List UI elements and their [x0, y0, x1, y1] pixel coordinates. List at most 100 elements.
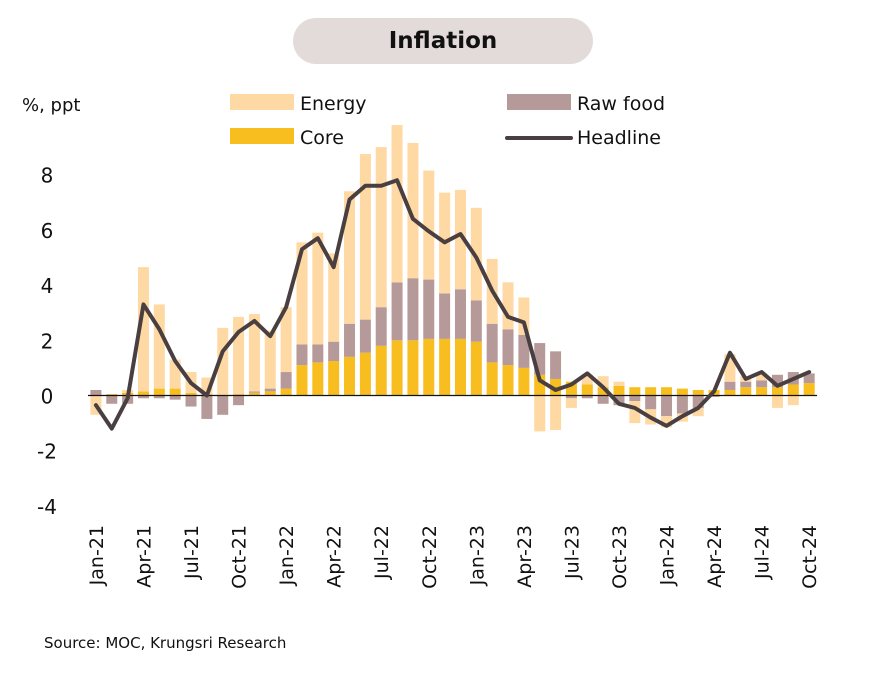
- chart-title-pill: Inflation: [293, 18, 593, 64]
- bar-energy: [201, 377, 213, 395]
- y-tick-label: 6: [41, 219, 54, 243]
- x-tick-label: Jan-23: [466, 525, 488, 586]
- bar-core: [248, 392, 260, 396]
- bar-raw-food: [534, 343, 546, 375]
- bar-raw-food: [312, 344, 324, 363]
- bar-raw-food: [106, 395, 118, 404]
- bar-core: [153, 388, 165, 396]
- bar-core: [502, 365, 514, 396]
- source-note: Source: MOC, Krungsri Research: [44, 634, 287, 652]
- bar-energy: [756, 373, 768, 381]
- bar-core: [312, 362, 324, 396]
- bar-energy: [661, 416, 673, 428]
- bar-raw-food: [550, 351, 562, 379]
- bar-energy: [217, 327, 229, 396]
- bar-core: [423, 338, 435, 396]
- bar-energy: [692, 407, 704, 417]
- y-tick-label: 4: [41, 274, 54, 298]
- bar-raw-food: [692, 395, 704, 408]
- bar-raw-food: [296, 344, 308, 366]
- bar-energy: [581, 374, 593, 385]
- bar-energy: [550, 395, 562, 430]
- bar-raw-food: [645, 395, 657, 410]
- bar-raw-food: [344, 323, 356, 357]
- bar-energy: [771, 395, 783, 408]
- x-tick-label: Apr-23: [514, 525, 536, 588]
- bar-core: [740, 387, 752, 396]
- bar-energy: [312, 232, 324, 345]
- bar-energy: [248, 314, 260, 392]
- bar-raw-food: [565, 395, 577, 399]
- bar-raw-food: [391, 282, 403, 341]
- bar-core: [280, 388, 292, 396]
- x-tick-label: Oct-24: [799, 525, 821, 589]
- headline-line: [93, 178, 812, 431]
- bar-core: [581, 384, 593, 396]
- bar-core: [518, 367, 530, 396]
- legend-label-energy: Energy: [300, 93, 367, 115]
- bar-core: [645, 387, 657, 396]
- legend-label-core: Core: [300, 127, 344, 149]
- bar-core: [106, 394, 118, 396]
- bar-raw-food: [454, 289, 466, 339]
- y-tick-label: -4: [37, 495, 57, 519]
- y-tick-label: 2: [41, 329, 54, 353]
- bar-raw-food: [613, 395, 625, 406]
- y-axis-label: %, ppt: [22, 95, 80, 116]
- bar-core: [661, 387, 673, 396]
- bar-raw-food: [201, 395, 213, 419]
- bar-energy: [344, 191, 356, 324]
- bar-raw-food: [233, 395, 245, 406]
- bar-raw-food: [328, 341, 340, 361]
- bar-core: [375, 345, 387, 396]
- bar-raw-food: [90, 389, 102, 396]
- bar-raw-food: [248, 391, 260, 393]
- bar-raw-food: [708, 395, 720, 397]
- bar-core: [597, 387, 609, 396]
- bar-raw-food: [502, 329, 514, 366]
- bar-energy: [787, 395, 799, 406]
- bar-raw-food: [724, 381, 736, 390]
- bar-energy: [423, 170, 435, 280]
- x-tick-label: Apr-24: [704, 525, 726, 588]
- bar-raw-food: [597, 395, 609, 404]
- bar-energy: [454, 189, 466, 290]
- x-tick-label: Jan-24: [657, 525, 679, 586]
- legend-label-raw-food: Raw food: [577, 93, 665, 115]
- bar-raw-food: [629, 395, 641, 402]
- bar-raw-food: [470, 300, 482, 342]
- x-tick-label: Apr-21: [133, 525, 155, 588]
- y-tick-label: -2: [37, 440, 57, 464]
- bar-raw-food: [581, 395, 593, 399]
- legend-label-headline: Headline: [577, 127, 661, 149]
- bar-raw-food: [185, 395, 197, 407]
- bar-core: [264, 391, 276, 396]
- bar-raw-food: [217, 395, 229, 415]
- bar-raw-food: [676, 395, 688, 414]
- bar-core: [756, 387, 768, 396]
- x-tick-label: Jul-21: [181, 525, 203, 580]
- bar-core: [328, 361, 340, 396]
- bar-raw-food: [740, 381, 752, 388]
- bar-energy: [534, 395, 546, 432]
- bar-raw-food: [137, 395, 149, 399]
- bar-raw-food: [280, 372, 292, 389]
- x-tick-label: Jul-22: [371, 525, 393, 580]
- bar-core: [613, 385, 625, 396]
- bar-energy: [137, 267, 149, 392]
- bar-raw-food: [169, 395, 181, 400]
- bar-core: [787, 384, 799, 396]
- bar-raw-food: [375, 307, 387, 346]
- bar-energy: [153, 304, 165, 389]
- bar-energy: [597, 376, 609, 388]
- bar-energy: [359, 154, 371, 320]
- bar-raw-food: [264, 388, 276, 392]
- bar-energy: [502, 282, 514, 330]
- bar-core: [137, 391, 149, 396]
- bar-energy: [375, 147, 387, 308]
- bar-core: [407, 340, 419, 396]
- bar-energy: [407, 142, 419, 279]
- bar-energy: [518, 297, 530, 335]
- bar-energy: [328, 253, 340, 342]
